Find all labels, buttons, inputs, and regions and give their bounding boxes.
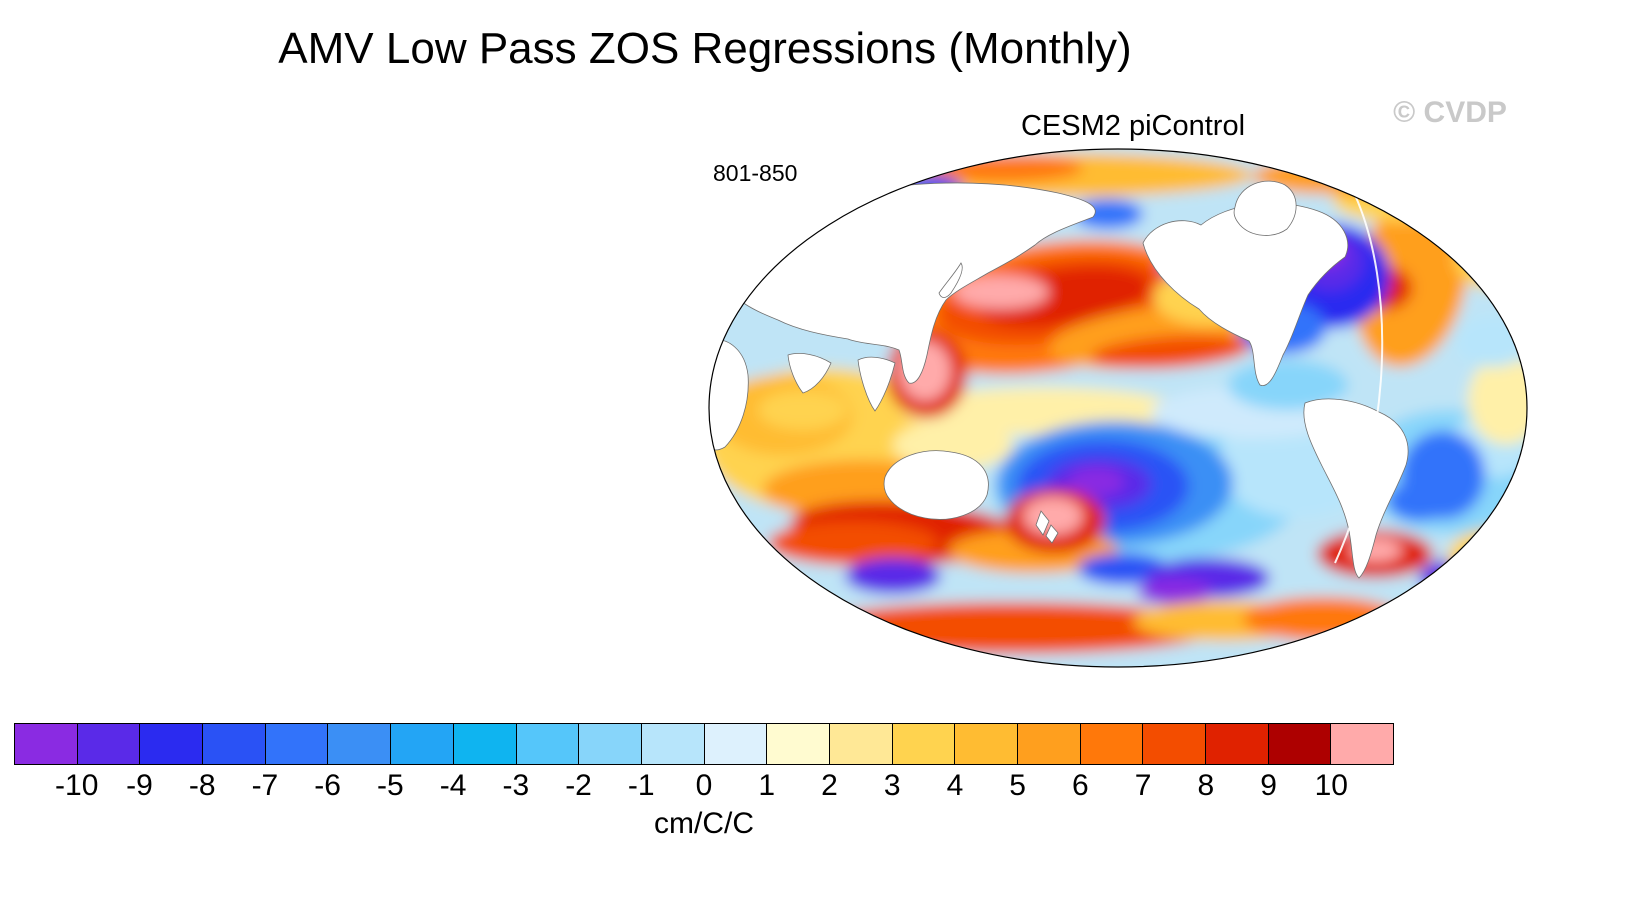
period-label: 801-850 [713, 160, 798, 186]
colorbar-tick-label: 5 [1009, 769, 1026, 802]
colorbar-tick-label: 9 [1260, 769, 1277, 802]
colorbar-cell [1331, 724, 1394, 764]
colorbar-tick-label: -8 [188, 769, 216, 802]
colorbar-tick-label: 3 [883, 769, 901, 802]
colorbar-cell [1080, 724, 1144, 764]
colorbar-tick-label: -2 [565, 769, 592, 802]
world-map [703, 145, 1533, 675]
model-run-label: CESM2 piControl [1020, 110, 1246, 142]
colorbar-cell [579, 724, 642, 764]
colorbar-cell [767, 724, 830, 764]
colorbar-units: cm/C/C [654, 807, 754, 840]
land-south-america [1303, 398, 1409, 579]
land-arabia [787, 353, 832, 394]
land-japan [938, 262, 963, 298]
colorbar-tick-label: 2 [821, 769, 838, 802]
colorbar-cell [829, 724, 893, 764]
map-outline [708, 148, 1528, 668]
cvdp-watermark: © CVDP [1393, 96, 1507, 129]
colorbar-cell [641, 724, 705, 764]
ocean-regression-field [709, 149, 1527, 667]
colorbar-tick-label: 8 [1197, 769, 1215, 802]
colorbar-cell [77, 724, 141, 764]
colorbar-tick-label: -5 [377, 769, 404, 802]
colorbar-cell [140, 724, 204, 764]
colorbar-tick-label: -4 [439, 769, 467, 802]
land-new-zealand [1035, 510, 1050, 536]
colorbar-block: -10 -9 -8 -7 -6 -5 -4 -3 -2 -1 0 1 2 3 4 5 6 7 8 9 10 cm/C/C [14, 723, 1394, 841]
colorbar-tick-label: -1 [627, 769, 655, 802]
page-title: AMV Low Pass ZOS Regressions (Monthly) [278, 24, 1132, 73]
regression-map-svg [708, 148, 1528, 668]
colorbar-cell [203, 724, 266, 764]
colorbar-cell [328, 724, 392, 764]
land-greenland [1233, 180, 1297, 236]
colorbar-cell [704, 724, 768, 764]
colorbar-cell [453, 724, 517, 764]
colorbar-cell [1206, 724, 1269, 764]
colorbar-tick-label: -10 [55, 769, 99, 802]
colorbar-tick-label: -9 [126, 769, 153, 802]
colorbar-tick-label: 6 [1072, 769, 1089, 802]
colorbar-cell [15, 724, 78, 764]
colorbar-cell [516, 724, 580, 764]
colorbar-ticks: -10 -9 -8 -7 -6 -5 -4 -3 -2 -1 0 1 2 3 4 5 6 7 8 9 10 [14, 767, 1394, 805]
colorbar-cell [265, 724, 329, 764]
colorbar-tick-label: 10 [1314, 769, 1348, 802]
colorbar [14, 723, 1394, 765]
colorbar-tick-label: 7 [1134, 769, 1152, 802]
colorbar-cell [391, 724, 454, 764]
colorbar-cell [1143, 724, 1207, 764]
land-australia [883, 450, 989, 520]
colorbar-tick-label: 1 [758, 769, 776, 802]
land-new-zealand-south [1045, 524, 1059, 544]
colorbar-cell [892, 724, 956, 764]
colorbar-tick-label: -6 [314, 769, 341, 802]
colorbar-tick-label: 0 [695, 769, 713, 802]
colorbar-cell [1268, 724, 1332, 764]
colorbar-tick-label: 4 [946, 769, 964, 802]
colorbar-cell [1018, 724, 1081, 764]
land-india [857, 356, 896, 412]
map-seam-line [1334, 194, 1384, 564]
colorbar-tick-label: -3 [502, 769, 530, 802]
colorbar-tick-label: -7 [251, 769, 279, 802]
colorbar-cell [955, 724, 1018, 764]
